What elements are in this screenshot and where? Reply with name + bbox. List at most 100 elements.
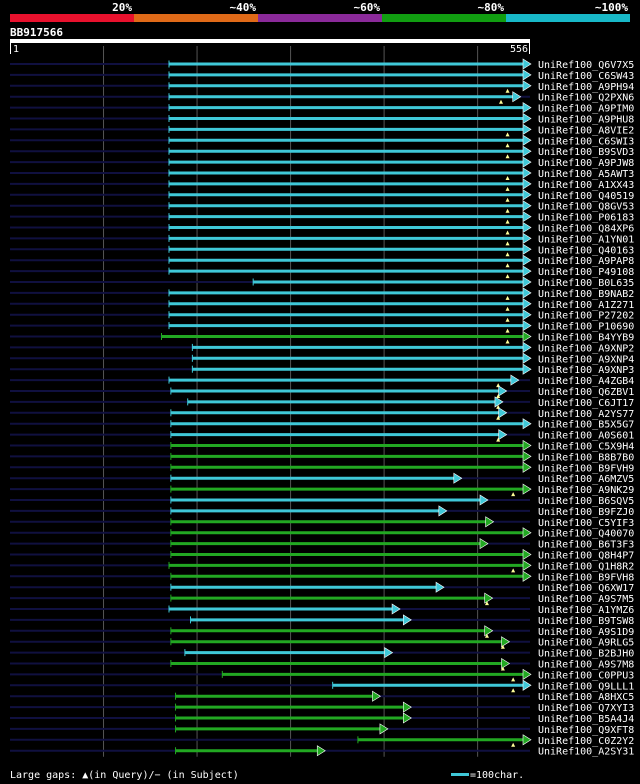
hit-label[interactable]: UniRef100_A9XNP3 (538, 365, 634, 376)
hit-label[interactable]: UniRef100_B9FZJ0 (538, 507, 634, 518)
hit-label[interactable]: UniRef100_A9PJW8 (538, 158, 634, 169)
hit-label[interactable]: UniRef100_Q7XYI3 (538, 703, 634, 714)
hit-label[interactable]: UniRef100_A8HXC5 (538, 692, 634, 703)
hit-label[interactable]: UniRef100_Q6V7X5 (538, 60, 634, 71)
hit-label[interactable]: UniRef100_B2BJH0 (538, 649, 634, 660)
hit-arrow (402, 712, 412, 724)
hit-label[interactable]: UniRef100_A1XX43 (538, 180, 634, 191)
gap-marker (505, 154, 510, 159)
gap-marker (484, 601, 489, 606)
hit-label[interactable]: UniRef100_A9PAP8 (538, 256, 634, 267)
hit-label[interactable]: UniRef100_C6JT17 (538, 398, 634, 409)
hit-label[interactable]: UniRef100_B6T3F3 (538, 540, 634, 551)
gap-marker (505, 295, 510, 300)
hit-label[interactable]: UniRef100_B6SQV5 (538, 496, 634, 507)
hit-label[interactable]: UniRef100_P49108 (538, 267, 634, 278)
hit-label[interactable]: UniRef100_A1YMZ6 (538, 605, 634, 616)
hit-label[interactable]: UniRef100_A8VIE2 (538, 125, 634, 136)
hit-label[interactable]: UniRef100_B8B7B0 (538, 452, 634, 463)
hit-label[interactable]: UniRef100_C5YIF3 (538, 518, 634, 529)
gap-marker (505, 132, 510, 137)
hit-label[interactable]: UniRef100_B9SVD3 (538, 147, 634, 158)
scale-label: ~100% (595, 1, 628, 14)
hit-label[interactable]: UniRef100_B9NAB2 (538, 289, 634, 300)
hit-label[interactable]: UniRef100_A9PH94 (538, 82, 634, 93)
hit-label[interactable]: UniRef100_Q40163 (538, 245, 634, 256)
hit-arrow (512, 91, 522, 103)
hit-label[interactable]: UniRef100_A9NK29 (538, 485, 634, 496)
hit-label[interactable]: UniRef100_A9RLG5 (538, 638, 634, 649)
hit-arrow (485, 516, 495, 528)
hit-arrow (522, 363, 532, 375)
hit-label[interactable]: UniRef100_A1Z271 (538, 300, 634, 311)
hit-arrow (522, 352, 532, 364)
gap-marker (505, 328, 510, 333)
hit-label[interactable]: UniRef100_Q84XP6 (538, 224, 634, 235)
hit-arrow (522, 243, 532, 255)
hit-arrow (479, 494, 489, 506)
hit-label[interactable]: UniRef100_A2YS77 (538, 409, 634, 420)
hit-label[interactable]: UniRef100_A9XNP2 (538, 343, 634, 354)
hit-label[interactable]: UniRef100_Q40070 (538, 529, 634, 540)
hit-label[interactable]: UniRef100_Q40519 (538, 191, 634, 202)
hit-arrow (522, 309, 532, 321)
hit-label[interactable]: UniRef100_Q9XFT8 (538, 725, 634, 736)
gap-marker (500, 666, 505, 671)
hit-label[interactable]: UniRef100_C6SWI3 (538, 136, 634, 147)
hit-label[interactable]: UniRef100_A9PHU8 (538, 115, 634, 126)
scale-segment (382, 14, 506, 22)
hit-arrow (522, 200, 532, 212)
hit-arrow (522, 461, 532, 473)
hit-arrow (522, 341, 532, 353)
hit-arrow (498, 385, 508, 397)
hit-label[interactable]: UniRef100_Q6ZBV1 (538, 387, 634, 398)
hit-label[interactable]: UniRef100_C5X9H4 (538, 442, 634, 453)
hit-label[interactable]: UniRef100_C0Z2Y2 (538, 736, 634, 747)
hit-label[interactable]: UniRef100_Q1H8R2 (538, 561, 634, 572)
scale-label: ~80% (478, 1, 505, 14)
hit-label[interactable]: UniRef100_P06183 (538, 213, 634, 224)
hit-label[interactable]: UniRef100_B5A4J4 (538, 714, 634, 725)
hit-arrow (501, 636, 511, 648)
hit-label[interactable]: UniRef100_B9TSW8 (538, 616, 634, 627)
hit-label[interactable]: UniRef100_Q2PXN6 (538, 93, 634, 104)
footer-legend-scale: =100char. (470, 770, 524, 781)
hit-arrow (522, 679, 532, 691)
gap-marker (505, 241, 510, 246)
gap-marker (505, 176, 510, 180)
hit-label[interactable]: UniRef100_A4ZGB4 (538, 376, 634, 387)
gap-marker (511, 568, 516, 573)
hit-label[interactable]: UniRef100_C0PPU3 (538, 670, 634, 681)
gap-marker (511, 742, 516, 747)
hit-label[interactable]: UniRef100_B0L635 (538, 278, 634, 289)
hit-label[interactable]: UniRef100_A9XNP4 (538, 354, 634, 365)
hit-label[interactable]: UniRef100_C6SW43 (538, 71, 634, 82)
hit-label[interactable]: UniRef100_A1YN01 (538, 234, 634, 245)
hit-label[interactable]: UniRef100_A2SY31 (538, 747, 634, 758)
hit-label[interactable]: UniRef100_A9PIM0 (538, 104, 634, 115)
hit-label[interactable]: UniRef100_B9FVH8 (538, 572, 634, 583)
hit-label[interactable]: UniRef100_P10690 (538, 322, 634, 333)
gap-marker (505, 274, 510, 279)
hit-label[interactable]: UniRef100_A6MZV5 (538, 474, 634, 485)
hit-label[interactable]: UniRef100_B5X5G7 (538, 420, 634, 431)
hit-label[interactable]: UniRef100_A9S1D9 (538, 627, 634, 638)
hit-label[interactable]: UniRef100_Q8H4P7 (538, 551, 634, 562)
hit-arrow (316, 745, 326, 757)
hit-arrow (498, 407, 508, 419)
scale-label: ~40% (230, 1, 257, 14)
hit-label[interactable]: UniRef100_A9S7M5 (538, 594, 634, 605)
hit-label[interactable]: UniRef100_A9S7M8 (538, 660, 634, 671)
hit-arrow (379, 723, 389, 735)
hit-label[interactable]: UniRef100_A5AWT3 (538, 169, 634, 180)
hit-label[interactable]: UniRef100_B9FVH9 (538, 463, 634, 474)
hit-label[interactable]: UniRef100_Q6XW17 (538, 583, 634, 594)
hit-arrow (522, 156, 532, 168)
hit-label[interactable]: UniRef100_B4YYB9 (538, 333, 634, 344)
hit-label[interactable]: UniRef100_Q8GV53 (538, 202, 634, 213)
scale-label: ~60% (354, 1, 381, 14)
hit-label[interactable]: UniRef100_Q9LLL1 (538, 681, 634, 692)
hit-arrow (522, 483, 532, 495)
hit-label[interactable]: UniRef100_A0S601 (538, 431, 634, 442)
hit-label[interactable]: UniRef100_P27202 (538, 311, 634, 322)
